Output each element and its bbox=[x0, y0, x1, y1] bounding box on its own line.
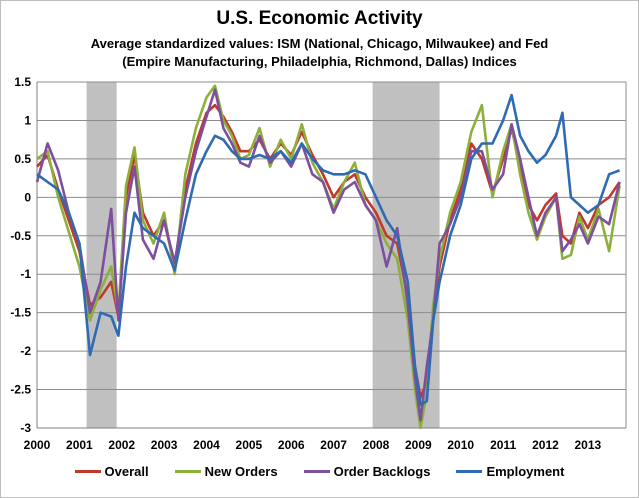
chart-subtitle-line1: Average standardized values: ISM (Nation… bbox=[90, 36, 549, 51]
x-tick-label: 2003 bbox=[151, 438, 178, 452]
y-tick-label: 0 bbox=[24, 190, 31, 204]
legend-item-new-orders: New Orders bbox=[174, 464, 278, 479]
axes bbox=[36, 82, 626, 429]
legend-label: New Orders bbox=[204, 464, 278, 479]
y-tick-label: -0.5 bbox=[10, 229, 31, 243]
x-tick-label: 2001 bbox=[66, 438, 93, 452]
series-line-order-backlogs bbox=[35, 88, 621, 422]
legend-item-order-backlogs: Order Backlogs bbox=[303, 464, 431, 479]
legend-label: Overall bbox=[104, 464, 149, 479]
legend-swatch bbox=[303, 470, 330, 473]
legend-item-employment: Employment bbox=[456, 464, 564, 479]
legend-label: Employment bbox=[486, 464, 565, 479]
x-tick-label: 2002 bbox=[108, 438, 135, 452]
y-tick-label: 0.5 bbox=[14, 152, 31, 166]
x-tick-label: 2011 bbox=[490, 438, 516, 452]
series-line-new-orders bbox=[36, 84, 621, 430]
x-tick-label: 2000 bbox=[24, 438, 51, 452]
legend-swatch bbox=[74, 470, 101, 473]
x-tick-label: 2010 bbox=[447, 438, 474, 452]
y-tick-label: -2 bbox=[20, 344, 31, 358]
series-line-employment bbox=[36, 93, 621, 407]
y-tick-label: -3 bbox=[20, 421, 31, 435]
tick-labels: 1.5 1 0.5 0 -0.5 -1 -1.5 -2 -2.5 -3 2000 2001 2002 20… bbox=[10, 75, 601, 452]
series-lines bbox=[35, 84, 621, 430]
recession-bands bbox=[86, 82, 440, 428]
y-tick-label: 1 bbox=[24, 113, 31, 127]
gridlines bbox=[37, 81, 627, 429]
x-tick-label: 2008 bbox=[363, 438, 390, 452]
legend-item-overall: Overall bbox=[74, 464, 149, 479]
x-tick-label: 2004 bbox=[193, 438, 220, 452]
x-tick-label: 2012 bbox=[532, 438, 559, 452]
y-tick-label: -2.5 bbox=[10, 383, 31, 397]
x-tick-label: 2013 bbox=[575, 438, 602, 452]
y-tick-label: 1.5 bbox=[14, 75, 31, 89]
x-tick-label: 2007 bbox=[320, 438, 347, 452]
x-tick-label: 2005 bbox=[236, 438, 263, 452]
y-tick-label: -1 bbox=[20, 267, 31, 281]
chart-legend: Overall New Orders Order Backlogs Employmen… bbox=[0, 464, 639, 479]
x-tick-label: 2006 bbox=[278, 438, 305, 452]
recession-band-1 bbox=[86, 82, 117, 428]
legend-swatch bbox=[456, 470, 483, 473]
x-tick-label: 2009 bbox=[405, 438, 432, 452]
chart-title: U.S. Economic Activity bbox=[216, 8, 423, 29]
y-tick-label: -1.5 bbox=[10, 306, 31, 320]
legend-label: Order Backlogs bbox=[333, 464, 431, 479]
legend-swatch bbox=[174, 470, 201, 473]
chart-subtitle-line2: (Empire Manufacturing, Philadelphia, Ric… bbox=[122, 54, 517, 69]
